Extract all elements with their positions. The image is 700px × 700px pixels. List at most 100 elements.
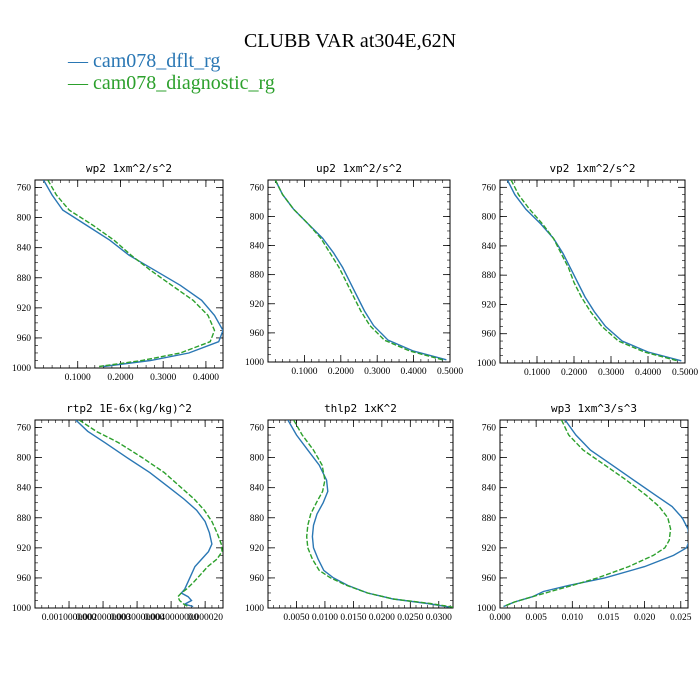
x-tick-label: 0.1000 <box>524 368 550 378</box>
y-tick-label: 1000 <box>477 604 496 614</box>
y-tick-label: 960 <box>482 574 497 584</box>
y-tick-label: 840 <box>250 242 265 252</box>
x-tick-label: 0.1000 <box>291 367 317 377</box>
y-tick-label: 880 <box>17 514 32 524</box>
series-line-dflt <box>42 180 223 368</box>
y-tick-label: 960 <box>250 574 265 584</box>
y-tick-label: 920 <box>482 300 497 310</box>
x-tick-label: 0.0150 <box>340 613 366 623</box>
y-tick-label: 760 <box>482 183 497 193</box>
series-line-dflt <box>287 420 451 608</box>
x-tick-label: 0.5000 <box>672 368 698 378</box>
y-tick-label: 760 <box>250 183 265 193</box>
y-tick-label: 880 <box>482 271 497 281</box>
x-tick-label: 0.0030000000 <box>110 613 165 623</box>
legend-label-diagnostic: cam078_diagnostic_rg <box>93 72 275 94</box>
y-tick-label: 760 <box>17 184 32 194</box>
panel-1: wp2 1xm^2/s^2 0.1000 0.2000 0.3000 0.4000 760… <box>12 162 224 383</box>
y-tick-label: 800 <box>17 214 32 224</box>
x-tick-label: 0.0020000000 <box>76 613 131 623</box>
panel-title: wp3 1xm^3/s^3 <box>551 402 637 415</box>
x-tick-label: 0.0050 <box>283 613 309 623</box>
figure-title: CLUBB VAR at304E,62N <box>243 30 457 52</box>
y-tick-label: 880 <box>17 274 32 284</box>
x-tick-label: 0.2000 <box>107 373 133 383</box>
x-tick-label: 0.4000 <box>401 367 427 377</box>
plot-frame <box>267 179 451 363</box>
series-line-dflt <box>75 420 213 608</box>
panel-title: up2 1xm^2/s^2 <box>316 162 402 175</box>
series-line-dflt <box>503 420 688 608</box>
series-line-diagnostic <box>78 420 223 608</box>
y-tick-label: 960 <box>17 334 32 344</box>
x-tick-label: 0.0250 <box>397 613 423 623</box>
series-line-dflt <box>506 180 682 362</box>
x-tick-label: 0.005 <box>525 613 547 623</box>
legend: — cam078_dflt_rg — cam078_diagnostic_rg <box>68 50 275 94</box>
series-line-dflt <box>274 180 447 361</box>
x-tick-label: 0.020 <box>634 613 656 623</box>
x-tick-label: 0.0100 <box>312 613 338 623</box>
y-tick-label: 960 <box>482 330 497 340</box>
x-tick-label: 0.3000 <box>598 368 624 378</box>
y-tick-label: 960 <box>250 329 265 339</box>
panel-title: wp2 1xm^2/s^2 <box>86 162 172 175</box>
x-tick-label: 0.0200 <box>369 613 395 623</box>
x-tick-label: 0.5000 <box>437 367 463 377</box>
series-line-diagnostic <box>292 420 453 608</box>
x-tick-label: 0.0040000000 <box>144 613 199 623</box>
y-tick-label: 800 <box>250 212 265 222</box>
y-tick-label: 920 <box>17 304 32 314</box>
x-tick-label: 0.2000 <box>328 367 354 377</box>
y-tick-label: 760 <box>250 424 265 434</box>
y-tick-label: 840 <box>250 484 265 494</box>
panel-3: vp2 1xm^2/s^2 0.1000 0.2000 0.3000 0.4000 0.5… <box>477 162 698 378</box>
y-tick-label: 920 <box>250 544 265 554</box>
panel-title: thlp2 1xK^2 <box>324 402 397 415</box>
y-tick-label: 760 <box>482 424 497 434</box>
legend-entry-dflt: — cam078_dflt_rg <box>68 50 221 72</box>
legend-entry-diagnostic: — cam078_diagnostic_rg <box>68 72 275 94</box>
y-tick-label: 800 <box>17 454 32 464</box>
y-tick-label: 920 <box>250 300 265 310</box>
x-tick-label: 0.025 <box>670 613 692 623</box>
y-tick-label: 880 <box>250 271 265 281</box>
x-tick-label: 0.4000 <box>193 373 219 383</box>
y-tick-label: 800 <box>482 454 497 464</box>
panel-6: wp3 1xm^3/s^3 0.000 0.005 0.010 0.015 0.020 0.… <box>477 402 692 623</box>
y-tick-label: 760 <box>17 424 32 434</box>
y-tick-label: 1000 <box>245 358 264 368</box>
y-tick-label: 800 <box>250 454 265 464</box>
y-tick-label: 880 <box>250 514 265 524</box>
y-tick-label: 1000 <box>12 604 31 614</box>
y-tick-label: 1000 <box>12 364 31 374</box>
x-tick-label: 0.010 <box>562 613 584 623</box>
y-tick-label: 920 <box>482 544 497 554</box>
panel-title: vp2 1xm^2/s^2 <box>549 162 635 175</box>
y-tick-label: 920 <box>17 544 32 554</box>
y-tick-label: 840 <box>17 244 32 254</box>
panel-4: rtp2 1E-6x(kg/kg)^2 0.00100000000.0020000… <box>12 402 224 623</box>
series-line-diagnostic <box>503 420 672 608</box>
x-tick-label: 0.4000 <box>635 368 661 378</box>
series-line-diagnostic <box>274 180 443 361</box>
series-line-diagnostic <box>510 180 678 362</box>
x-tick-label: 0.3000 <box>364 367 390 377</box>
panel-5: thlp2 1xK^2 0.0050 0.0100 0.0150 0.0200 0.025… <box>245 402 454 623</box>
plot-frame <box>34 419 224 609</box>
panel-title: rtp2 1E-6x(kg/kg)^2 <box>66 402 192 415</box>
y-tick-label: 880 <box>482 514 497 524</box>
plot-frame <box>34 179 224 369</box>
x-tick-label: 0.2000 <box>561 368 587 378</box>
y-tick-label: 840 <box>17 484 32 494</box>
y-tick-label: 840 <box>482 242 497 252</box>
y-tick-label: 1000 <box>477 359 496 369</box>
plot-frame <box>267 419 454 609</box>
panel-2: up2 1xm^2/s^2 0.1000 0.2000 0.3000 0.4000 0.5… <box>245 162 463 377</box>
x-tick-label: 0.1000 <box>65 373 91 383</box>
plot-frame <box>499 179 686 364</box>
y-tick-label: 1000 <box>245 604 264 614</box>
x-tick-label: 0.0010000000 <box>42 613 97 623</box>
x-tick-label: 0.015 <box>598 613 620 623</box>
